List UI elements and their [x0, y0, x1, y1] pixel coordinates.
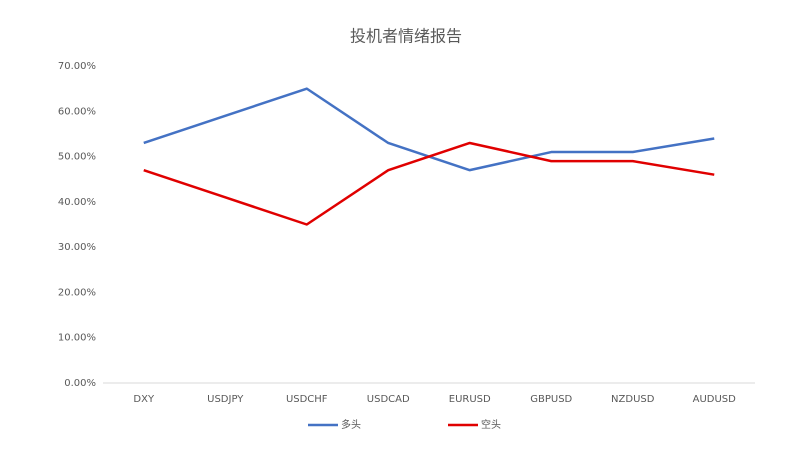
legend-label: 空头	[481, 418, 501, 431]
x-tick-label: USDJPY	[207, 394, 244, 405]
x-tick-label: DXY	[133, 394, 155, 405]
y-tick-label: 70.00%	[58, 61, 96, 72]
x-tick-label: GBPUSD	[530, 394, 572, 405]
y-tick-label: 30.00%	[58, 242, 96, 253]
x-tick-label: USDCAD	[367, 394, 410, 405]
y-tick-label: 40.00%	[58, 197, 96, 208]
series-line	[143, 141, 715, 226]
y-tick-label: 10.00%	[58, 333, 96, 344]
x-tick-label: AUDUSD	[693, 394, 737, 405]
y-tick-label: 50.00%	[58, 152, 96, 163]
legend-label: 多头	[341, 418, 361, 431]
y-tick-label: 60.00%	[58, 106, 96, 117]
y-tick-label: 0.00%	[64, 378, 96, 389]
chart-title: 投机者情绪报告	[350, 27, 462, 46]
x-tick-label: USDCHF	[286, 394, 328, 405]
y-tick-label: 20.00%	[58, 287, 96, 298]
x-tick-label: EURUSD	[449, 394, 491, 405]
x-tick-label: NZDUSD	[611, 394, 655, 405]
